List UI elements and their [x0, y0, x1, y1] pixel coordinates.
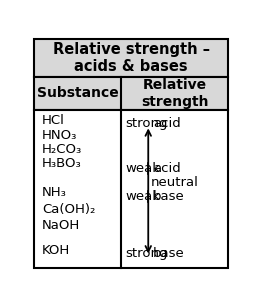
Text: strong: strong: [125, 117, 167, 130]
Text: HCl: HCl: [42, 114, 65, 127]
Text: base: base: [153, 190, 185, 203]
Text: Ca(OH)₂: Ca(OH)₂: [42, 203, 95, 216]
Text: Relative strength –
acids & bases: Relative strength – acids & bases: [53, 42, 210, 74]
Text: acid: acid: [153, 117, 181, 130]
Text: H₂CO₃: H₂CO₃: [42, 143, 82, 156]
Text: NH₃: NH₃: [42, 186, 67, 199]
Text: weak: weak: [125, 190, 160, 203]
Text: H₃BO₃: H₃BO₃: [42, 157, 82, 170]
Bar: [34, 39, 228, 77]
Text: base: base: [153, 247, 185, 261]
Text: Substance: Substance: [37, 86, 119, 100]
Text: acid: acid: [153, 162, 181, 175]
Text: HNO₃: HNO₃: [42, 129, 78, 141]
Bar: [34, 110, 228, 268]
Text: strong: strong: [125, 247, 167, 261]
Text: KOH: KOH: [42, 244, 70, 257]
Text: Relative
strength: Relative strength: [141, 78, 208, 109]
Text: weak: weak: [125, 162, 160, 175]
Bar: [34, 77, 228, 110]
Text: NaOH: NaOH: [42, 219, 80, 232]
Text: neutral: neutral: [151, 176, 199, 189]
